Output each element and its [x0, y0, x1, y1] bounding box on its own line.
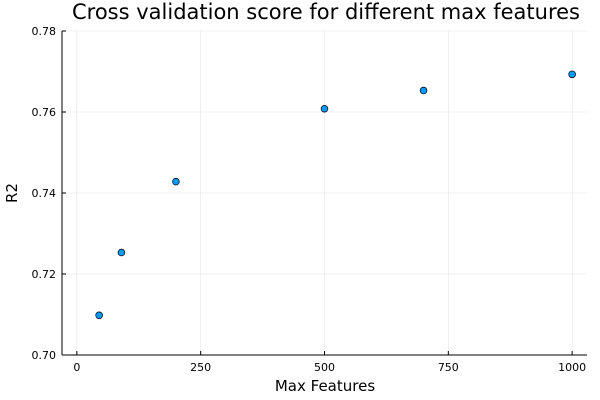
chart-title: Cross validation score for different max… — [72, 0, 580, 24]
x-tick-label: 500 — [314, 361, 335, 374]
y-tick-label: 0.72 — [32, 268, 57, 281]
data-point — [320, 105, 329, 113]
grid — [62, 30, 587, 356]
x-tick-label: 250 — [190, 361, 211, 374]
x-tick-label: 1000 — [558, 361, 586, 374]
data-point — [172, 177, 180, 186]
y-tick-label: 0.70 — [32, 349, 57, 362]
data-point — [95, 311, 103, 320]
y-tick-label: 0.76 — [32, 106, 57, 119]
y-axis-label: R2 — [3, 183, 21, 203]
data-point — [117, 248, 126, 257]
data-points — [95, 70, 576, 320]
axes — [61, 30, 587, 356]
tick-labels: 0 250 500 750 1000 0.70 0.72 0.74 0.76 0.78 — [32, 25, 587, 374]
x-tick-label: 750 — [438, 361, 459, 374]
y-tick-label: 0.74 — [32, 187, 57, 200]
y-tick-label: 0.78 — [32, 25, 57, 38]
data-point — [419, 86, 428, 95]
data-point — [568, 70, 576, 79]
x-axis-label: Max Features — [275, 377, 375, 395]
x-tick-label: 0 — [73, 361, 80, 374]
